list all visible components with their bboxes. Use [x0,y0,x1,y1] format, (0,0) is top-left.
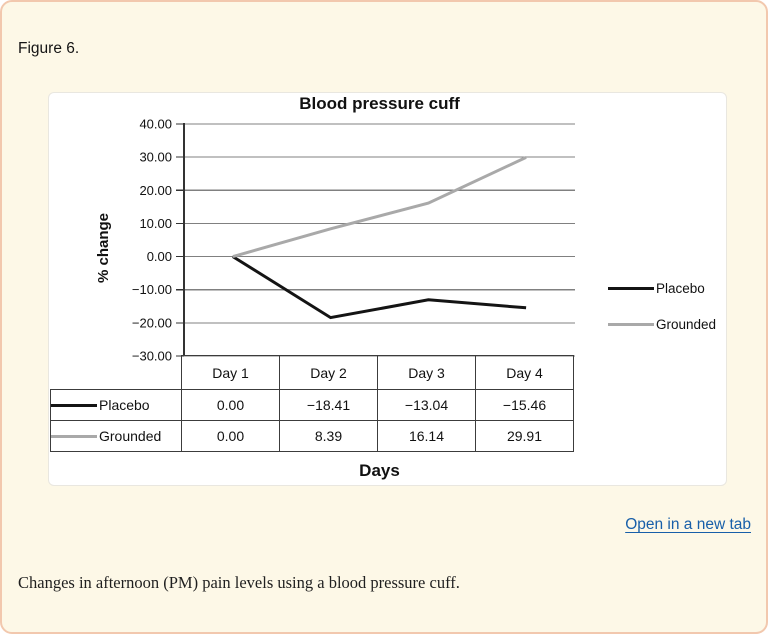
open-in-new-tab-link[interactable]: Open in a new tab [625,516,751,533]
series-swatch [51,434,97,438]
y-tick-label: 30.00 [139,150,172,165]
series-line-grounded [232,156,527,259]
table-value-cell: 8.39 [279,420,378,452]
table-value-cell: 0.00 [181,420,280,452]
series-name: Placebo [99,397,150,413]
y-tick-label: 10.00 [139,216,172,231]
figure-caption: Changes in afternoon (PM) pain levels us… [18,573,460,592]
table-row-placebo: Placebo 0.00 −18.41 −13.04 −15.46 [50,389,574,421]
table-value-cell: −15.46 [475,389,574,421]
table-header-cell: Day 1 [181,355,280,390]
series-name: Grounded [99,428,162,444]
table-value-cell: −18.41 [279,389,378,421]
chart-legend: Placebo Grounded [608,280,716,352]
table-row-grounded: Grounded 0.00 8.39 16.14 29.91 [50,420,574,452]
series-label-cell: Placebo [50,389,182,421]
x-axis-title: Days [359,461,400,480]
legend-item-placebo: Placebo [608,280,716,296]
y-tick-label: −20.00 [132,315,172,330]
y-tick-label: 0.00 [147,249,172,264]
line-chart: 40.00 30.00 20.00 10.00 0.00 −10.00 −20.00 −30.… [132,117,575,364]
table-header-cell: Day 3 [377,355,476,390]
legend-item-grounded: Grounded [608,316,716,332]
table-value-cell: 29.91 [475,420,574,452]
y-tick-label: −10.00 [132,282,172,297]
table-corner-blank [51,356,182,390]
chart-title: Blood pressure cuff [299,94,460,113]
series-swatch [51,403,97,407]
table-value-cell: 16.14 [377,420,476,452]
y-tick-label: 20.00 [139,183,172,198]
legend-swatch [608,286,654,290]
legend-swatch [608,322,654,326]
y-tick-label: 40.00 [139,117,172,132]
table-value-cell: −13.04 [377,389,476,421]
table-header-cell: Day 2 [279,355,378,390]
chart-data-table: Day 1 Day 2 Day 3 Day 4 Placebo 0.00 −18.41 −13… [50,355,574,452]
legend-label: Grounded [656,316,717,332]
figure-label: Figure 6. [18,40,80,57]
table-value-cell: 0.00 [181,389,280,421]
y-axis-title: % change [95,212,112,284]
table-header-cell: Day 4 [475,355,574,390]
series-label-cell: Grounded [50,420,182,452]
series-line-placebo [232,255,527,320]
chart-panel: 40.00 30.00 20.00 10.00 0.00 −10.00 −20.00 −30.… [48,92,727,486]
y-tick-label: −30.00 [132,349,172,364]
legend-label: Placebo [656,280,705,296]
